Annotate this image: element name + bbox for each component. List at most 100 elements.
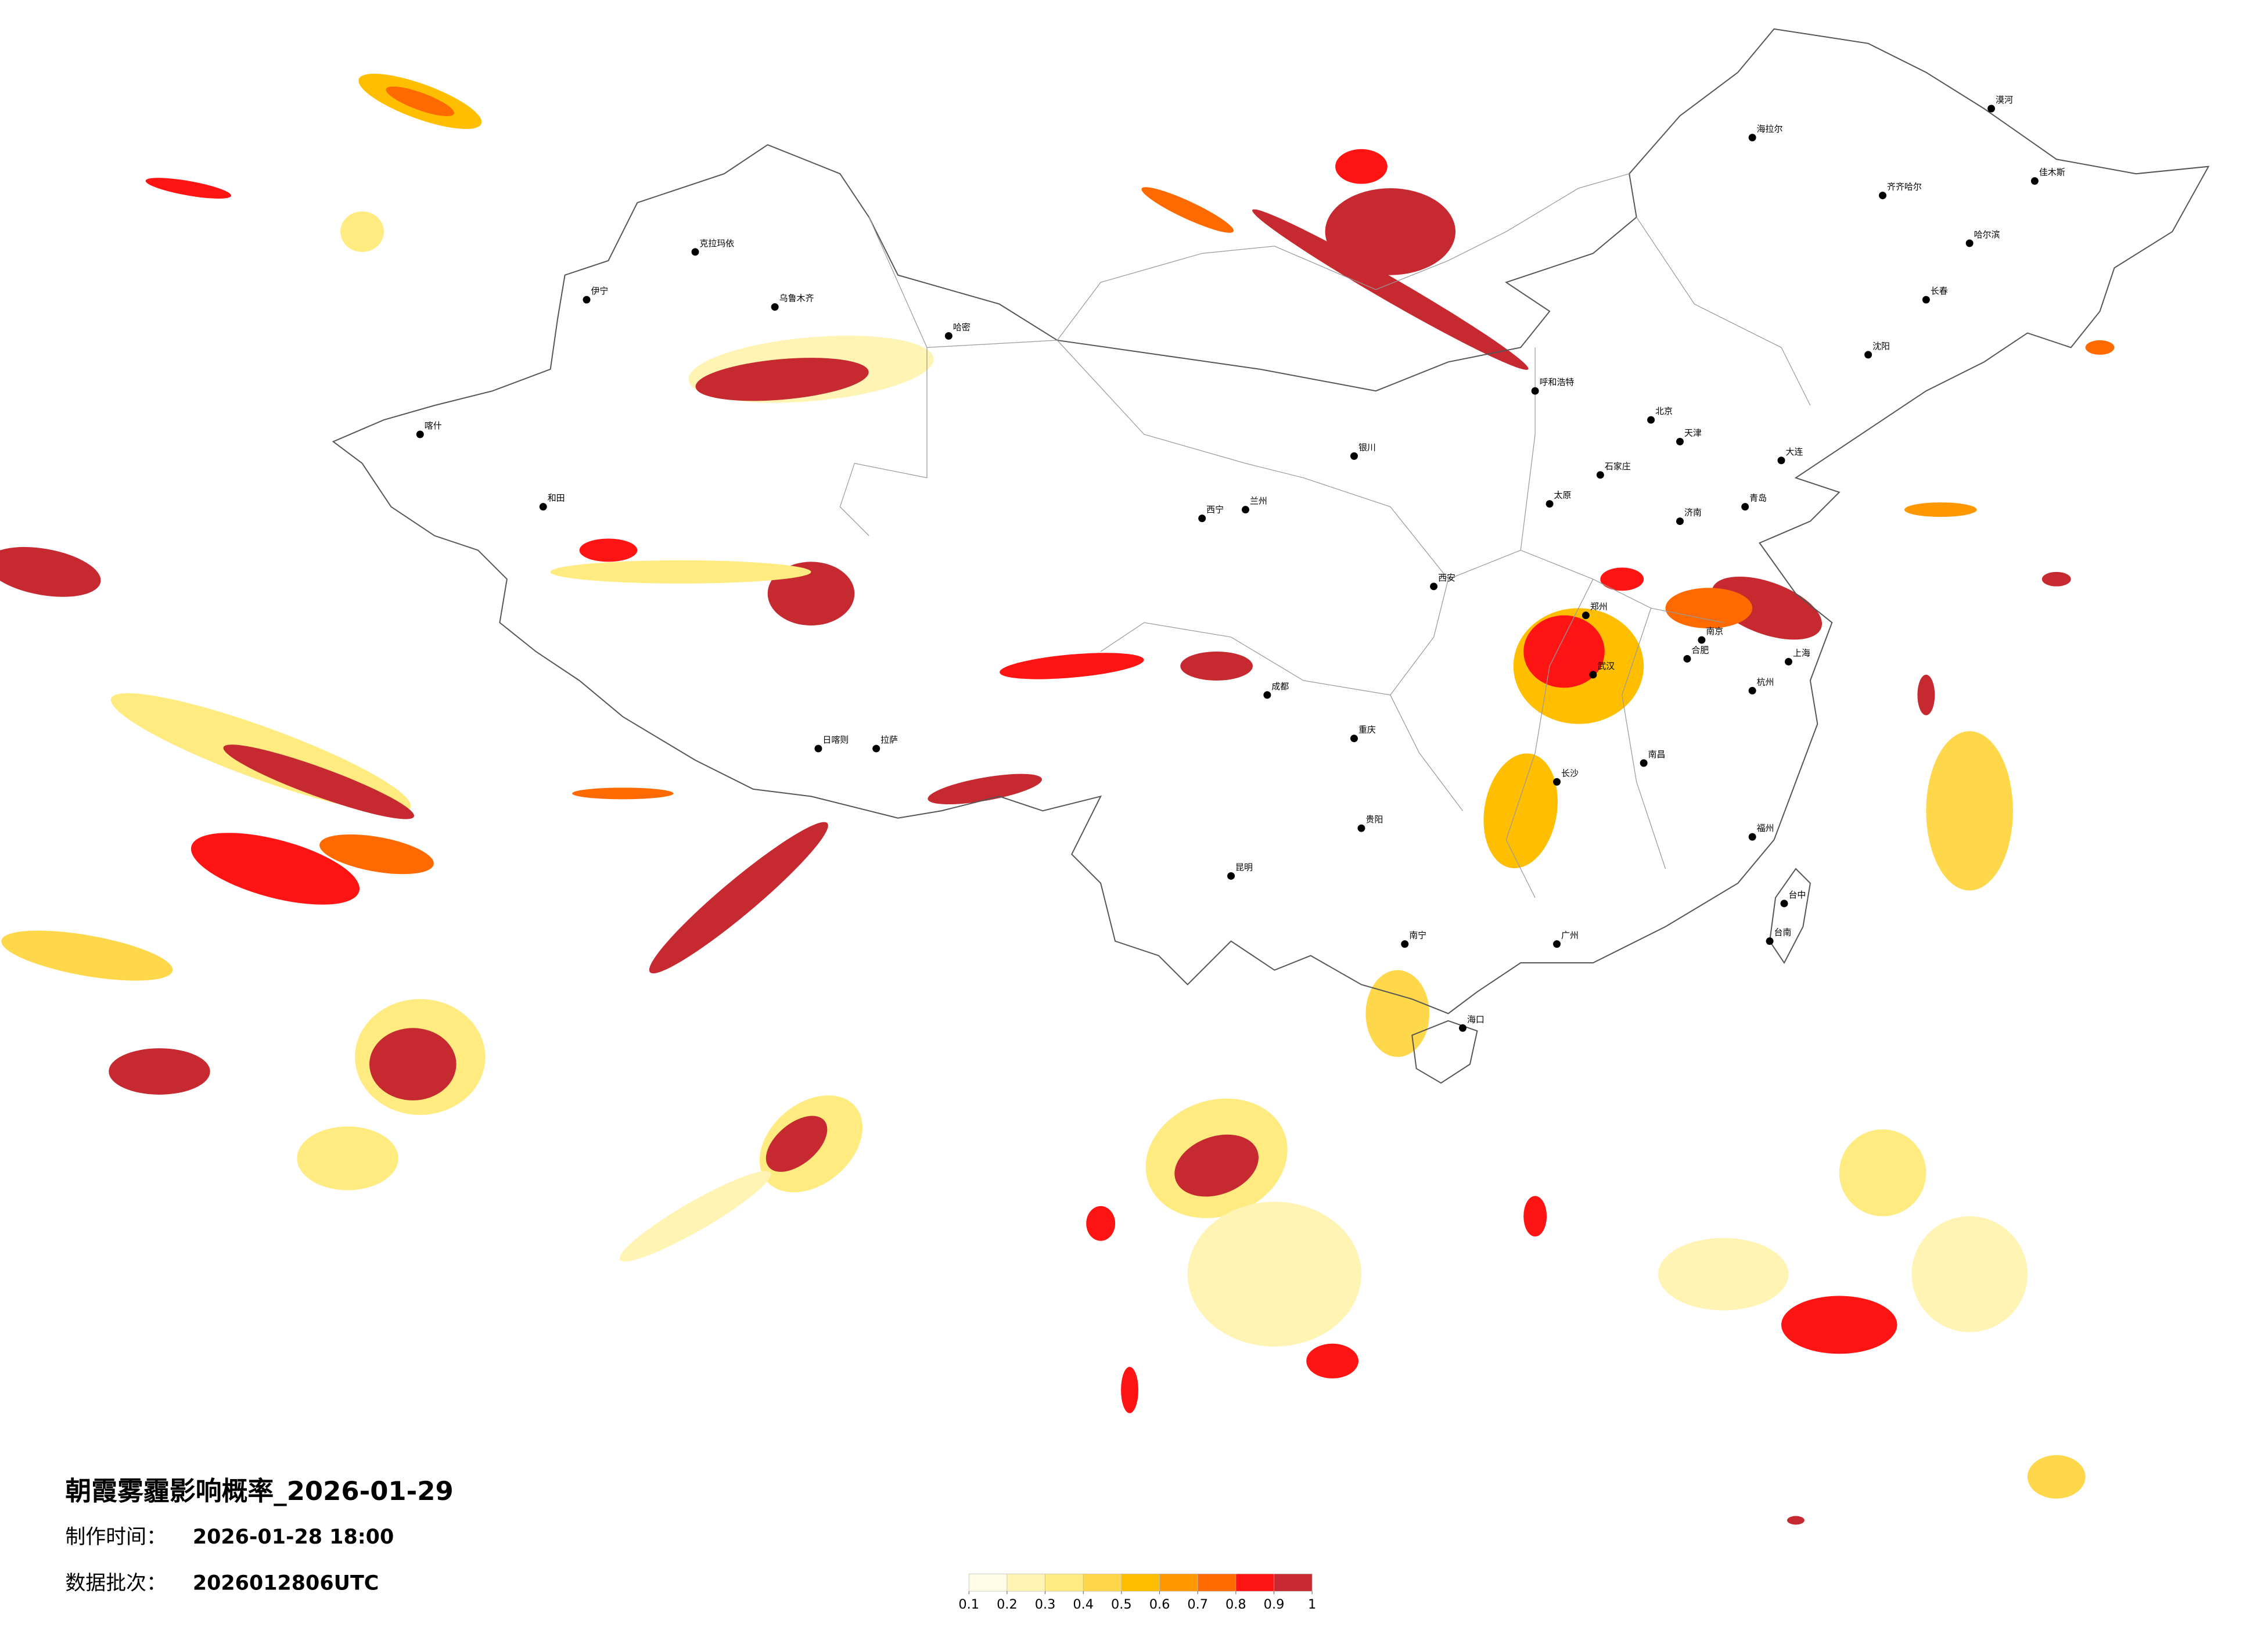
city-label: 兰州 (1250, 496, 1267, 506)
production-time-label: 制作时间： (65, 1526, 166, 1549)
haze-patch (1174, 1134, 1259, 1197)
haze-patch (1, 930, 173, 981)
city-dot (1748, 686, 1756, 695)
haze-patch (1781, 1296, 1897, 1354)
colorbar-box (1235, 1573, 1274, 1592)
colorbar-label: 0.7 (1187, 1597, 1208, 1612)
city-dot (1553, 778, 1561, 786)
haze-patch (0, 546, 101, 597)
city-label: 南昌 (1648, 749, 1666, 760)
haze-patch (619, 1171, 771, 1262)
city-label: 长春 (1931, 286, 1948, 296)
city-label: 石家庄 (1605, 461, 1631, 472)
city-dot (1780, 900, 1788, 908)
haze-patch (340, 211, 384, 252)
city-label: 广州 (1561, 930, 1579, 941)
city-dot (1589, 671, 1597, 679)
city-dot (1430, 582, 1438, 591)
city-dot (539, 503, 547, 511)
colorbar-label: 0.1 (958, 1597, 979, 1612)
haze-patch (1523, 615, 1605, 688)
haze-patch (1000, 653, 1144, 679)
city-dot (1531, 387, 1539, 395)
colorbar-label: 0.4 (1073, 1597, 1094, 1612)
haze-patch (550, 560, 811, 584)
haze-patch (1483, 753, 1558, 869)
haze-patch (1926, 731, 2013, 891)
haze-patch (297, 1126, 398, 1190)
colorbar-box (1121, 1573, 1160, 1592)
haze-layer (0, 73, 2115, 1525)
haze-patch (1252, 209, 1529, 370)
haze-patch (1917, 674, 1935, 715)
haze-patch (579, 538, 638, 562)
haze-patch (2085, 340, 2115, 355)
city-label: 太原 (1554, 490, 1572, 501)
inner-border (839, 217, 1811, 898)
city-dot (1864, 351, 1872, 359)
colorbar-label: 0.2 (997, 1597, 1018, 1612)
haze-patch (1911, 1216, 2028, 1332)
china-outline (332, 28, 2210, 1084)
city-label: 福州 (1757, 823, 1774, 833)
city-dot (1401, 940, 1409, 948)
city-dot (1350, 735, 1358, 743)
city-label: 杭州 (1757, 677, 1774, 687)
colorbar-label: 0.6 (1149, 1597, 1170, 1612)
haze-patch (319, 834, 434, 875)
city-dot (1766, 937, 1774, 945)
city-label: 和田 (548, 493, 565, 503)
city-label: 郑州 (1590, 602, 1608, 612)
city-label: 合肥 (1691, 645, 1709, 655)
city-dot (1582, 611, 1590, 620)
haze-patch (1365, 970, 1430, 1057)
city-dot (691, 248, 699, 256)
data-batch: 2026012806UTC (193, 1572, 379, 1595)
city-label: 昆明 (1235, 862, 1253, 872)
city-dot (872, 744, 880, 753)
city-dot (1227, 872, 1235, 880)
colorbar-box (1007, 1573, 1045, 1592)
city-label: 成都 (1271, 681, 1289, 692)
city-dot (1553, 940, 1561, 948)
haze-patch (1180, 651, 1253, 681)
colorbar: 0.1 0.2 0.3 0.4 0.5 0.6 0.7 0.8 0.9 1 (958, 1573, 1316, 1612)
city-dot (1596, 471, 1604, 479)
haze-patch (765, 1116, 828, 1172)
haze-patch (1306, 1343, 1358, 1379)
haze-patch (145, 178, 232, 199)
title: 朝霞雾霾影响概率_2026-01-29 (65, 1476, 453, 1506)
haze-patch (572, 787, 674, 800)
colorbar-box (1274, 1573, 1313, 1592)
haze-patch (1187, 1201, 1361, 1347)
haze-patch (1523, 1196, 1547, 1237)
city-dot (1647, 416, 1655, 424)
city-label: 沈阳 (1872, 341, 1890, 351)
haze-patch (1141, 187, 1234, 233)
city-label: 台中 (1788, 890, 1806, 900)
haze-patch (1658, 1238, 1789, 1311)
city-label: 天津 (1684, 427, 1702, 438)
city-dot (416, 430, 424, 438)
city-dot (1676, 517, 1684, 526)
city-label: 齐齐哈尔 (1887, 182, 1922, 192)
city-dot (1748, 134, 1756, 142)
city-dot (1748, 833, 1756, 841)
haze-patch (1121, 1366, 1138, 1413)
haze-patch (223, 744, 414, 819)
city-dot (1263, 691, 1271, 699)
city-label: 拉萨 (880, 735, 898, 745)
haze-patch (386, 86, 455, 117)
haze-patch (369, 1028, 457, 1100)
colorbar-box (1159, 1573, 1198, 1592)
city-label: 哈密 (953, 322, 971, 332)
city-label: 南宁 (1409, 930, 1426, 941)
city-dot (1777, 456, 1785, 465)
city-label: 海口 (1467, 1014, 1485, 1024)
colorbar-label: 0.3 (1035, 1597, 1056, 1612)
city-dot (1357, 824, 1365, 832)
city-dot (1198, 515, 1206, 523)
colorbar-label: 1 (1308, 1597, 1316, 1612)
